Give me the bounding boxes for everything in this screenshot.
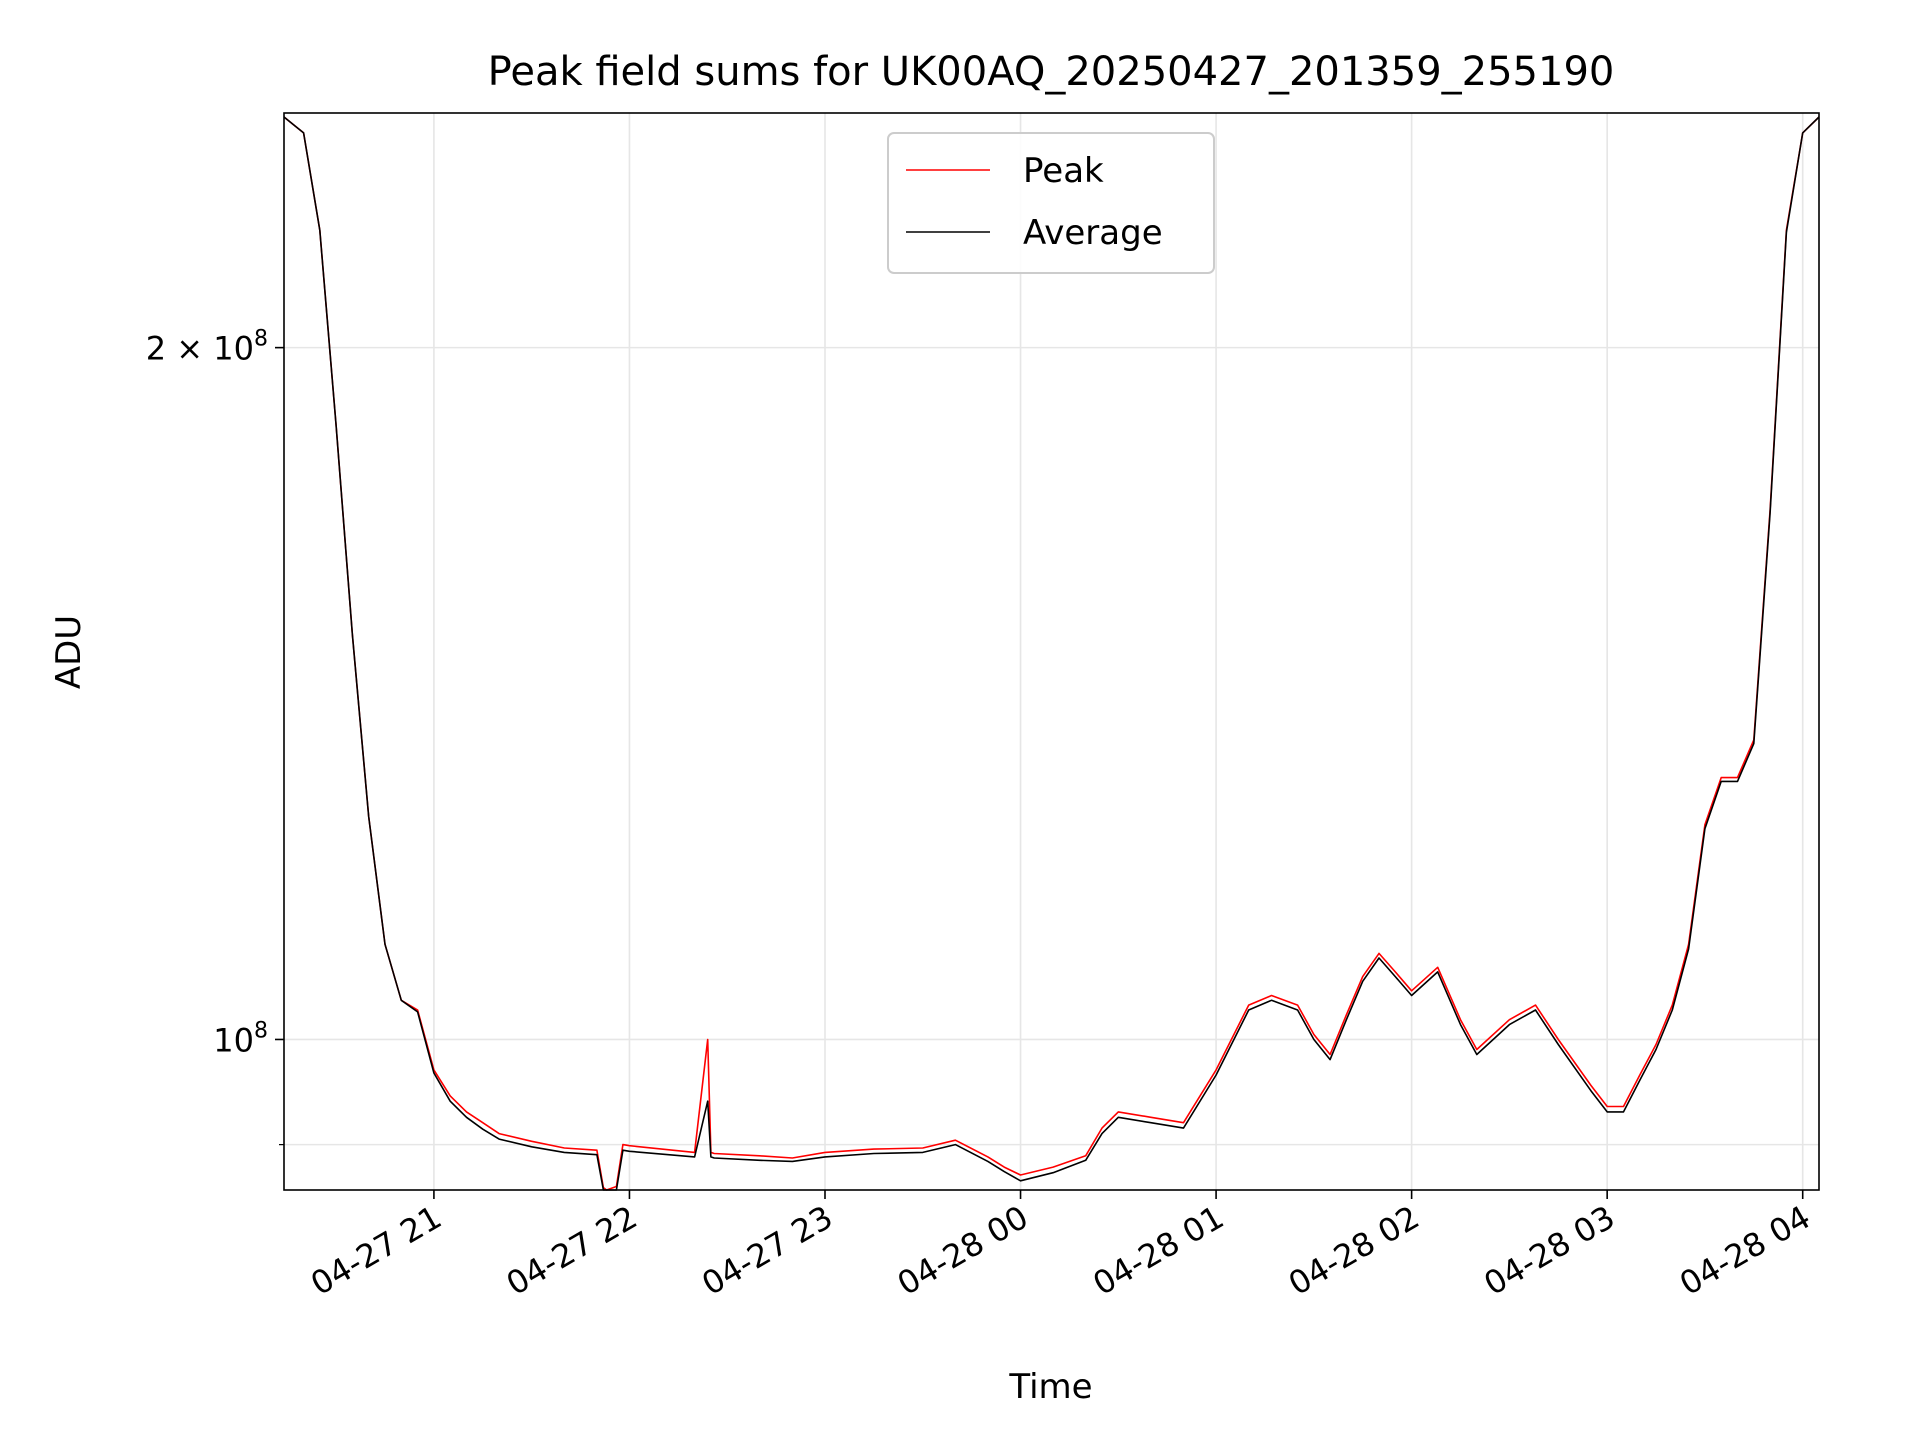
y-tick-label: 2 × 108 (146, 327, 268, 368)
chart-title: Peak field sums for UK00AQ_20250427_2013… (488, 49, 1615, 95)
legend-label-peak: Peak (1023, 151, 1104, 191)
series-lines (283, 116, 1820, 1191)
series-line-peak (283, 116, 1820, 1191)
legend-label-average: Average (1023, 213, 1163, 253)
y-axis-label: ADU (49, 615, 89, 689)
legend: Peak Average (887, 132, 1215, 274)
y-tick-label: 108 (213, 1018, 268, 1059)
y-axis-ticks: 108 2 × 108 (146, 327, 284, 1146)
legend-box (887, 132, 1215, 274)
plot-frame (283, 112, 1820, 1191)
x-axis-label: Time (1008, 1367, 1092, 1407)
series-line-average (283, 116, 1820, 1191)
grid (284, 113, 1819, 1190)
